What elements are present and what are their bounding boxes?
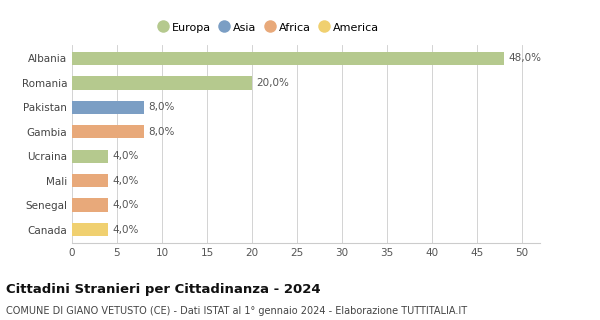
Text: 8,0%: 8,0% <box>149 102 175 112</box>
Bar <box>72 100 144 114</box>
Text: 4,0%: 4,0% <box>113 200 139 210</box>
Bar <box>72 174 108 188</box>
Text: 4,0%: 4,0% <box>113 225 139 235</box>
Bar <box>72 223 108 236</box>
Text: 4,0%: 4,0% <box>113 176 139 186</box>
Text: 20,0%: 20,0% <box>257 78 289 88</box>
Bar <box>72 198 108 212</box>
Bar <box>72 149 108 163</box>
Bar <box>72 52 504 65</box>
Text: 8,0%: 8,0% <box>149 127 175 137</box>
Text: Cittadini Stranieri per Cittadinanza - 2024: Cittadini Stranieri per Cittadinanza - 2… <box>6 283 320 296</box>
Text: 48,0%: 48,0% <box>509 53 542 63</box>
Bar <box>72 76 252 90</box>
Legend: Europa, Asia, Africa, America: Europa, Asia, Africa, America <box>155 19 382 36</box>
Bar <box>72 125 144 139</box>
Text: COMUNE DI GIANO VETUSTO (CE) - Dati ISTAT al 1° gennaio 2024 - Elaborazione TUTT: COMUNE DI GIANO VETUSTO (CE) - Dati ISTA… <box>6 306 467 316</box>
Text: 4,0%: 4,0% <box>113 151 139 161</box>
